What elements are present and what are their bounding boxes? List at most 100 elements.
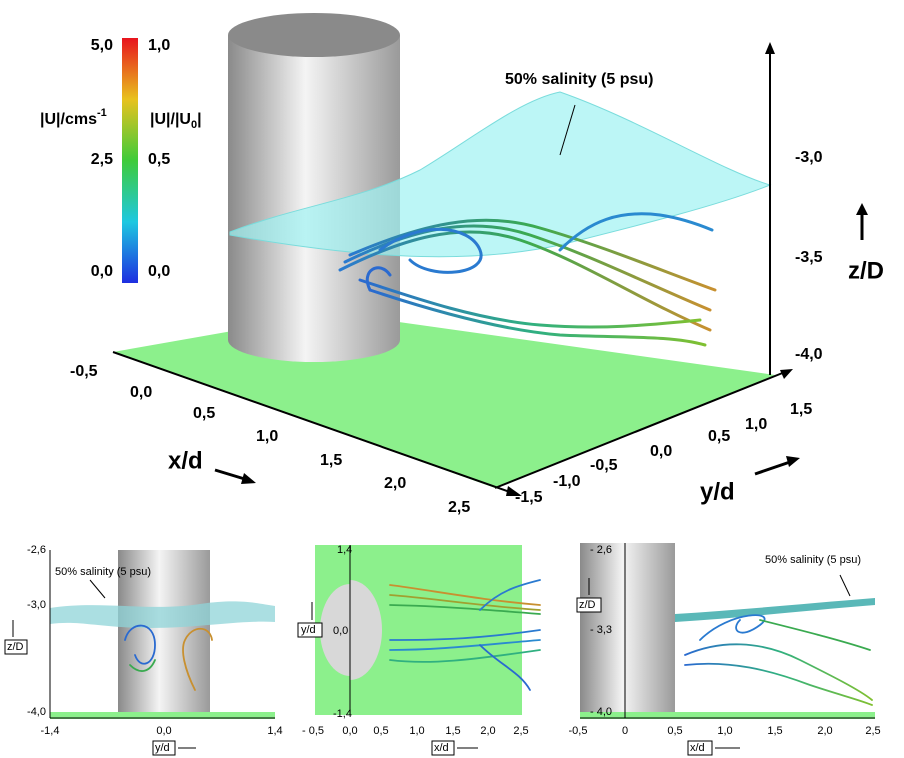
y-tick-label: 0,5 xyxy=(708,428,730,445)
x-tick-label: 2,0 xyxy=(480,725,495,737)
cylinder-bottom xyxy=(228,318,400,362)
y-tick-label: -1,0 xyxy=(553,473,581,490)
salinity-surface xyxy=(50,601,275,628)
streamlines xyxy=(338,212,717,347)
y-axis-label: z/D xyxy=(579,599,596,611)
colorbar-title: |U|/|U0| xyxy=(150,111,202,131)
arrowhead xyxy=(765,42,775,54)
y-axis-label: z/D xyxy=(7,641,24,653)
x-tick-label: 2,5 xyxy=(513,725,528,737)
x-tick-label: -1,4 xyxy=(41,725,60,737)
y-tick-label: 1,4 xyxy=(337,544,352,556)
z-axis-label: z/D xyxy=(848,257,884,284)
text-part: | xyxy=(197,111,201,128)
floor xyxy=(50,712,275,719)
y-tick-label: -1,5 xyxy=(515,489,543,506)
annotation: 50% salinity (5 psu) xyxy=(765,554,861,566)
leader xyxy=(89,579,106,599)
x-tick-label: 2,0 xyxy=(384,475,406,492)
label-box xyxy=(4,639,28,655)
colorbar-label: 5,0 xyxy=(91,37,113,54)
x-tick-label: 1,0 xyxy=(409,725,424,737)
x-tick-label: 0,0 xyxy=(342,725,357,737)
text-part: 0 xyxy=(191,119,197,131)
cylinder-top xyxy=(228,13,400,57)
x-tick-label: 1,5 xyxy=(445,725,460,737)
arrow xyxy=(754,460,791,476)
arrowhead xyxy=(856,203,868,215)
cylinder xyxy=(118,550,210,712)
colorbar xyxy=(122,38,138,283)
y-axis xyxy=(494,371,786,489)
main-view: 50% salinity (5 psu) 5,0 2,5 0,0 1,0 0,5… xyxy=(40,13,884,516)
y-tick-label: 1,5 xyxy=(790,401,812,418)
colorbar-label: 0,5 xyxy=(148,151,170,168)
salinity-surface xyxy=(229,91,772,258)
y-tick-label: -1,4 xyxy=(333,708,352,720)
x-tick-label: 1,0 xyxy=(256,428,278,445)
x-tick-label: 0,0 xyxy=(156,725,171,737)
x-tick-label: 2,0 xyxy=(817,725,832,737)
y-tick-label: - 2,6 xyxy=(590,544,612,556)
label-box xyxy=(576,597,602,613)
x-tick-label: 1,5 xyxy=(767,725,782,737)
annotation: 50% salinity (5 psu) xyxy=(505,71,654,88)
y-tick-label: -3,0 xyxy=(27,599,46,611)
colorbar-label: 0,0 xyxy=(91,263,113,280)
z-tick-label: -3,0 xyxy=(795,149,823,166)
x-tick-label: 1,5 xyxy=(320,452,342,469)
colorbar-label: 2,5 xyxy=(91,151,113,168)
y-tick-label: 1,0 xyxy=(745,416,767,433)
label-box xyxy=(431,740,455,756)
x-tick-label: 2,5 xyxy=(865,725,880,737)
arrowhead xyxy=(780,369,793,379)
x-axis-label: x/d xyxy=(168,447,203,474)
arrowhead xyxy=(786,456,800,467)
x-axis xyxy=(112,351,511,493)
leader xyxy=(839,574,851,597)
x-axis-label: x/d xyxy=(434,742,449,754)
colorbar-title: |U|/cms-1 xyxy=(40,107,107,128)
cylinder xyxy=(228,35,400,340)
y-tick-label: -2,6 xyxy=(27,544,46,556)
y-tick-label: 0,0 xyxy=(333,625,348,637)
x-tick-label: 0,0 xyxy=(130,384,152,401)
leader xyxy=(559,104,576,156)
x-tick-label: 1,4 xyxy=(267,725,282,737)
z-tick-label: -3,5 xyxy=(795,249,823,266)
y-axis-label: y/d xyxy=(700,478,735,505)
cylinder xyxy=(580,543,675,712)
y-tick-label: -0,5 xyxy=(590,457,618,474)
floor xyxy=(580,712,875,719)
x-tick-label: 1,0 xyxy=(717,725,732,737)
x-tick-label: 0,5 xyxy=(373,725,388,737)
x-tick-label: 0,5 xyxy=(667,725,682,737)
y-tick-label: - 4,0 xyxy=(590,706,612,718)
z-tick-label: -4,0 xyxy=(795,346,823,363)
label-box xyxy=(687,740,713,756)
x-tick-label: 0 xyxy=(622,725,628,737)
colorbar-label: 1,0 xyxy=(148,37,170,54)
x-axis-label: x/d xyxy=(690,742,705,754)
x-tick-label: -0,5 xyxy=(569,725,588,737)
annotation: 50% salinity (5 psu) xyxy=(55,566,151,578)
y-tick-label: - 3,3 xyxy=(590,624,612,636)
label-box xyxy=(297,622,323,638)
label-box xyxy=(152,740,176,756)
panel-top-view: 1,4 0,0 -1,4 - 0,5 0,0 0,5 1,0 1,5 2,0 2… xyxy=(297,544,541,756)
x-tick-label: -0,5 xyxy=(70,363,98,380)
y-axis-label: y/d xyxy=(301,624,316,636)
panel-side-view: 50% salinity (5 psu) -2,6 -3,0 -4,0 -1,4… xyxy=(4,544,283,756)
text-part: |U|/cms xyxy=(40,111,97,128)
y-tick-label: 0,0 xyxy=(650,443,672,460)
arrowhead xyxy=(241,473,256,484)
x-tick-label: 0,5 xyxy=(193,405,215,422)
text-part: |U|/|U xyxy=(150,111,191,128)
arrowhead xyxy=(506,486,522,496)
x-tick-label: 2,5 xyxy=(448,499,470,516)
text-part: -1 xyxy=(97,107,107,119)
arrow xyxy=(214,468,249,482)
colorbar-label: 0,0 xyxy=(148,263,170,280)
x-tick-label: - 0,5 xyxy=(302,725,324,737)
